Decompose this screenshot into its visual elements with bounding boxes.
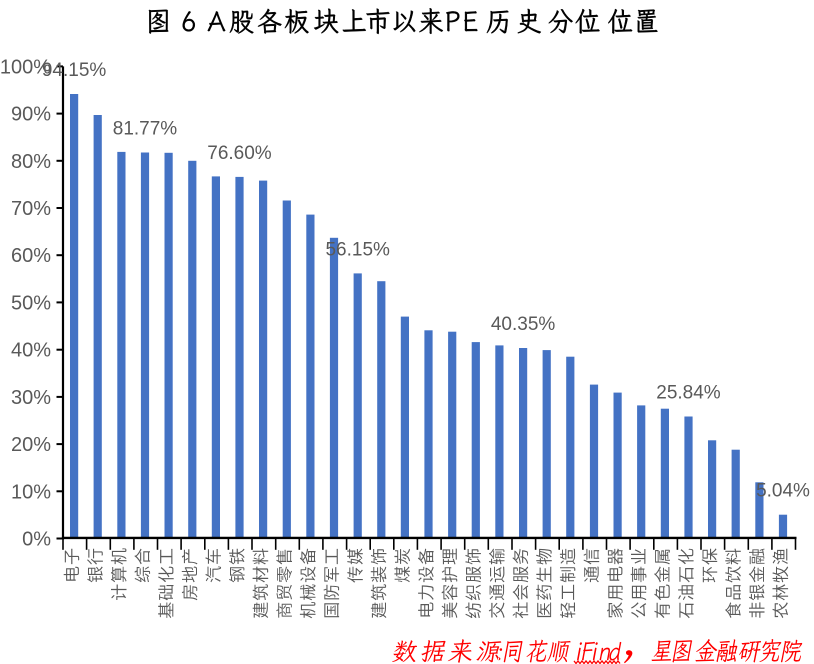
svg-text:5.04%: 5.04%	[756, 481, 810, 502]
svg-text:94.15%: 94.15%	[42, 60, 107, 81]
svg-text:0%: 0%	[22, 529, 51, 551]
svg-text:40.35%: 40.35%	[491, 314, 556, 335]
svg-text:20%: 20%	[11, 434, 51, 456]
svg-text:30%: 30%	[11, 387, 51, 409]
svg-text:10%: 10%	[11, 481, 51, 503]
svg-text:70%: 70%	[11, 198, 51, 220]
svg-text:76.60%: 76.60%	[207, 143, 272, 164]
svg-text:50%: 50%	[11, 292, 51, 314]
svg-text:90%: 90%	[11, 104, 51, 126]
svg-text:40%: 40%	[11, 340, 51, 362]
svg-text:25.84%: 25.84%	[656, 383, 721, 404]
svg-text:56.15%: 56.15%	[325, 239, 390, 260]
svg-text:100%: 100%	[0, 56, 51, 78]
svg-text:81.77%: 81.77%	[113, 119, 178, 140]
svg-text:60%: 60%	[11, 245, 51, 267]
svg-text:80%: 80%	[11, 151, 51, 173]
